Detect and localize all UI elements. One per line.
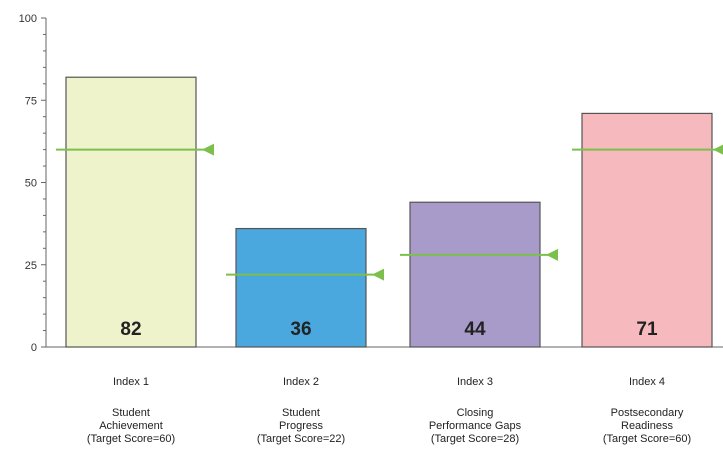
bar bbox=[65, 76, 197, 348]
category-name-label: Student bbox=[112, 407, 150, 419]
category-name-label: Postsecondary bbox=[611, 407, 684, 419]
y-tick-label: 75 bbox=[25, 95, 37, 107]
category-index-label: Index 3 bbox=[457, 376, 493, 388]
category-index-label: Index 4 bbox=[629, 376, 665, 388]
target-arrow bbox=[546, 248, 558, 261]
category-name-label: Achievement bbox=[99, 420, 163, 432]
category-name-label: Readiness bbox=[621, 420, 673, 432]
y-tick-label: 100 bbox=[19, 13, 37, 25]
value-label: 82 bbox=[120, 319, 141, 340]
target-arrow bbox=[713, 144, 723, 155]
category-name-label: Closing bbox=[457, 407, 494, 419]
category-target-label: (Target Score=60) bbox=[603, 433, 691, 445]
category-name-label: Performance Gaps bbox=[429, 420, 522, 432]
bar bbox=[581, 112, 713, 348]
category-target-label: (Target Score=28) bbox=[431, 433, 519, 445]
bar bbox=[409, 201, 541, 348]
category-target-label: (Target Score=22) bbox=[257, 433, 345, 445]
bar bbox=[235, 227, 367, 348]
value-label: 36 bbox=[290, 319, 311, 340]
target-arrow bbox=[372, 268, 384, 281]
value-labels: 82 36 44 71 bbox=[120, 319, 658, 340]
category-target-label: (Target Score=60) bbox=[87, 433, 175, 445]
category-name-label: Progress bbox=[279, 420, 324, 432]
category-index-label: Index 2 bbox=[283, 376, 319, 388]
y-tick-label: 0 bbox=[31, 342, 37, 354]
bars bbox=[65, 76, 713, 348]
value-label: 71 bbox=[636, 319, 658, 340]
target-arrow bbox=[202, 143, 214, 156]
category-name-label: Student bbox=[282, 407, 320, 419]
y-tick-label: 25 bbox=[25, 260, 37, 272]
target-markers bbox=[56, 143, 723, 281]
y-tick-label: 50 bbox=[25, 178, 37, 190]
value-label: 44 bbox=[464, 319, 486, 340]
category-index-label: Index 1 bbox=[113, 376, 149, 388]
